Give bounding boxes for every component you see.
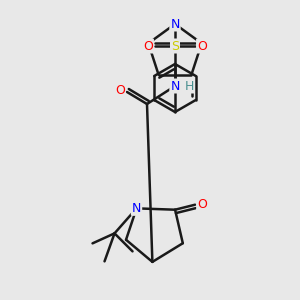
Text: N: N <box>132 202 141 215</box>
Text: N: N <box>170 17 180 31</box>
Text: O: O <box>143 40 153 52</box>
Text: O: O <box>115 85 125 98</box>
Text: O: O <box>197 198 207 211</box>
Text: O: O <box>197 40 207 52</box>
Text: S: S <box>171 40 179 52</box>
Text: N: N <box>170 80 180 92</box>
Text: H: H <box>184 80 194 92</box>
